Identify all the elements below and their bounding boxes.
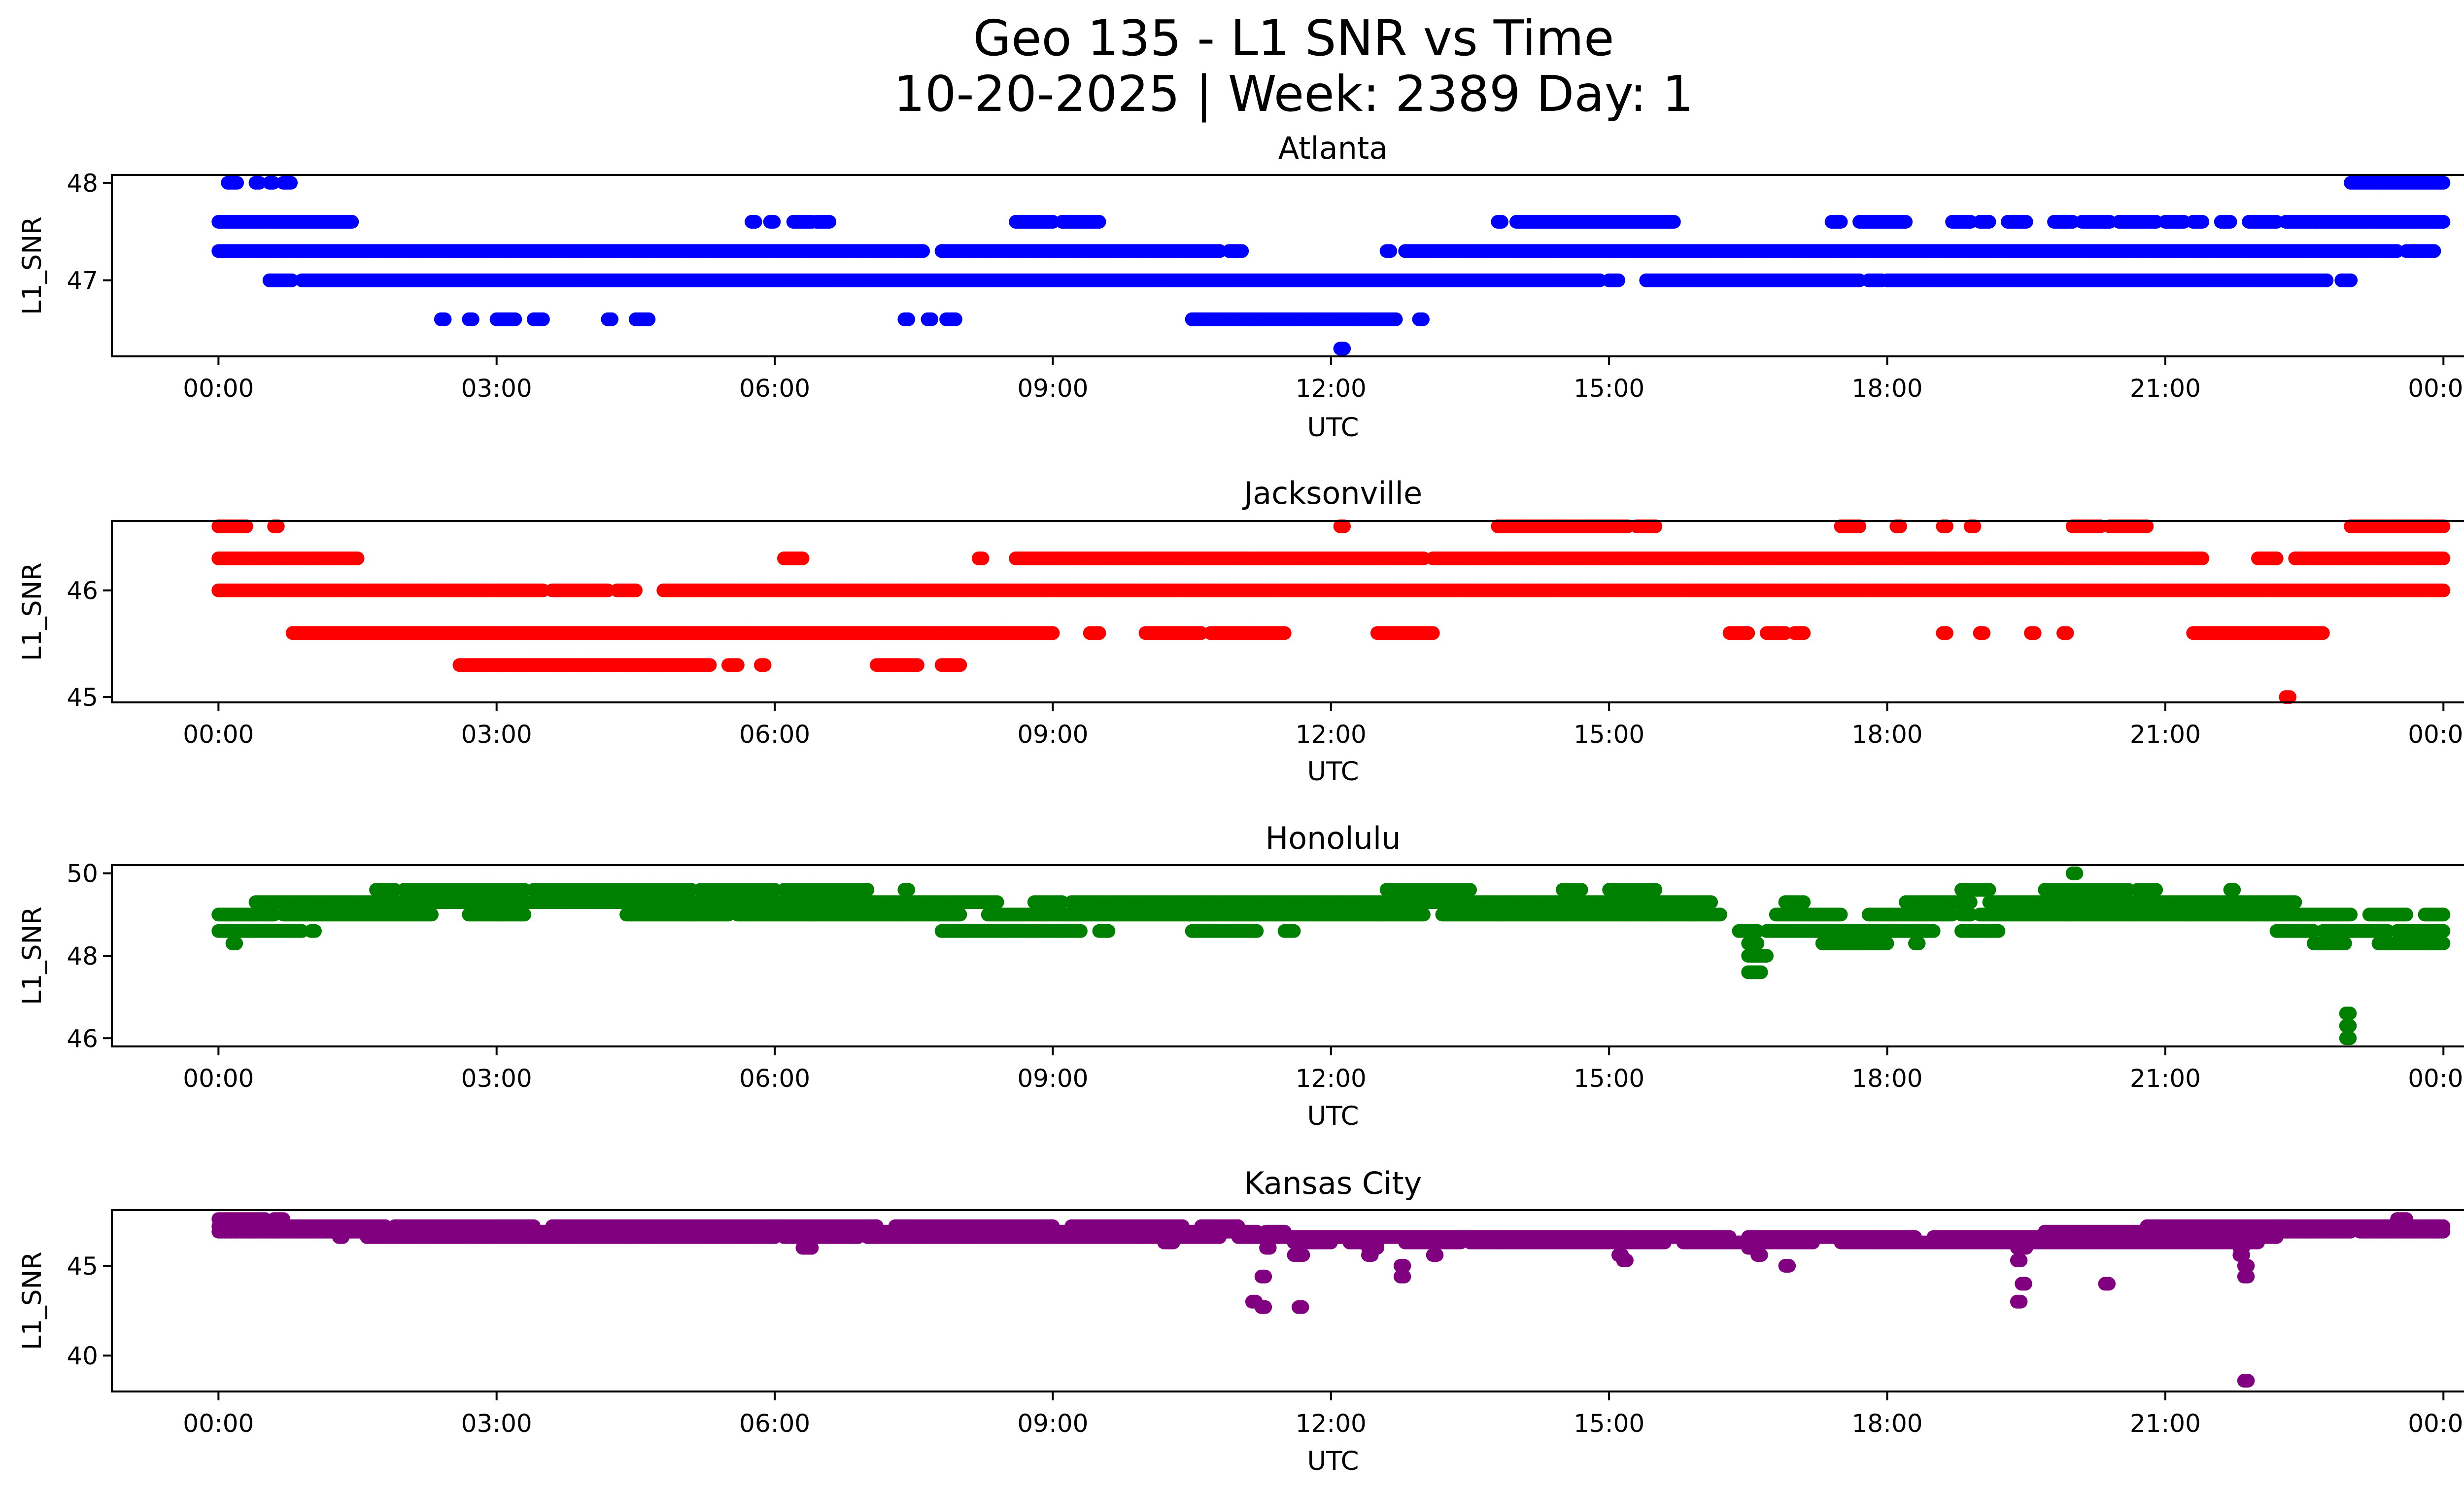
point-atlanta-140: [345, 215, 359, 229]
point-atlanta-5: [230, 175, 244, 190]
point-jacksonville-938: [2195, 551, 2210, 565]
point-atlanta-16: [284, 175, 298, 190]
point-atlanta-2749: [901, 312, 915, 326]
x-ticks-atlanta: 00:00 03:00 06:00 09:00 12:00 15:00 18:00 21:00…: [183, 356, 2464, 403]
point-atlanta-345: [1982, 215, 1996, 229]
point-atlanta-67: [2436, 175, 2451, 190]
figure-title-line-2: 10-20-2025 | Week: 2389 Day: 1: [893, 65, 1693, 123]
point-atlanta-2735: [536, 312, 550, 326]
point-jacksonville-301: [975, 551, 990, 565]
point-atlanta-2738: [605, 312, 618, 326]
point-jacksonville-1030: [2436, 551, 2451, 565]
point-atlanta-143: [748, 215, 762, 229]
axes-title-jacksonville: Jacksonville: [1242, 475, 1422, 511]
point-atlanta-2718: [465, 312, 479, 326]
point-jacksonville-949: [2269, 551, 2284, 565]
point-atlanta-2344: [1611, 273, 1625, 287]
point-atlanta-165: [822, 215, 837, 229]
point-atlanta-529: [2436, 215, 2451, 229]
point-atlanta-207: [1092, 215, 1106, 229]
point-atlanta-146: [767, 215, 781, 229]
scatter-points-jacksonville: [211, 519, 2451, 704]
point-atlanta-2758: [948, 312, 962, 326]
point-atlanta-356: [2019, 215, 2033, 229]
point-jacksonville-287: [350, 551, 365, 565]
point-atlanta-11: [266, 175, 280, 190]
point-atlanta-296: [1667, 215, 1681, 229]
x-tick-label-atlanta-0: 00:00: [183, 374, 254, 403]
point-atlanta-210: [1494, 215, 1508, 229]
subplot-atlanta: Atlanta 47 48 00:00 03:00 06:00 09:00 12:00 15…: [17, 130, 2464, 443]
x-tick-label-atlanta-3: 09:00: [1017, 374, 1088, 403]
point-atlanta-2712: [2344, 273, 2358, 287]
figure-title-line-1: Geo 135 - L1 SNR vs Time: [973, 9, 1614, 67]
scatter-points-atlanta: [211, 175, 2451, 356]
x-tick-label-atlanta-8: 00:00: [2408, 374, 2464, 403]
point-atlanta-2729: [508, 312, 522, 326]
x-axis-label-atlanta: UTC: [1307, 413, 1359, 443]
point-atlanta-1069: [1235, 244, 1249, 258]
point-atlanta-427: [2223, 215, 2237, 229]
point-atlanta-421: [2195, 215, 2210, 229]
point-atlanta-2869: [1389, 312, 1403, 326]
x-tick-label-atlanta-2: 06:00: [739, 374, 810, 403]
x-tick-label-atlanta-7: 21:00: [2130, 374, 2201, 403]
point-atlanta-2752: [924, 312, 938, 326]
x-tick-label-atlanta-6: 18:00: [1851, 374, 1922, 403]
axes-frame-atlanta: [111, 174, 2464, 357]
point-atlanta-1072: [1383, 244, 1398, 258]
point-atlanta-8: [252, 175, 267, 190]
point-atlanta-910: [916, 244, 930, 258]
point-atlanta-2875: [1337, 342, 1351, 356]
point-atlanta-2706: [2320, 273, 2334, 287]
y-axis-label-atlanta: L1_SNR: [17, 216, 47, 315]
axes-title-atlanta: Atlanta: [1278, 130, 1388, 166]
point-jacksonville-1248: [628, 583, 643, 597]
x-tick-label-atlanta-5: 15:00: [1574, 374, 1644, 403]
point-atlanta-328: [1899, 215, 1913, 229]
point-atlanta-2715: [438, 312, 452, 326]
point-atlanta-1624: [2427, 244, 2441, 258]
y-ticks-atlanta: 47 48: [67, 169, 112, 295]
x-tick-label-atlanta-4: 12:00: [1296, 374, 1367, 403]
y-tick-label-atlanta-1: 48: [67, 169, 98, 198]
y-tick-label-atlanta-0: 47: [67, 267, 98, 295]
point-atlanta-2746: [642, 312, 656, 326]
x-tick-label-atlanta-1: 03:00: [461, 374, 532, 403]
point-atlanta-2872: [1416, 312, 1430, 326]
point-atlanta-302: [1834, 215, 1848, 229]
point-jacksonville-298: [795, 551, 810, 565]
